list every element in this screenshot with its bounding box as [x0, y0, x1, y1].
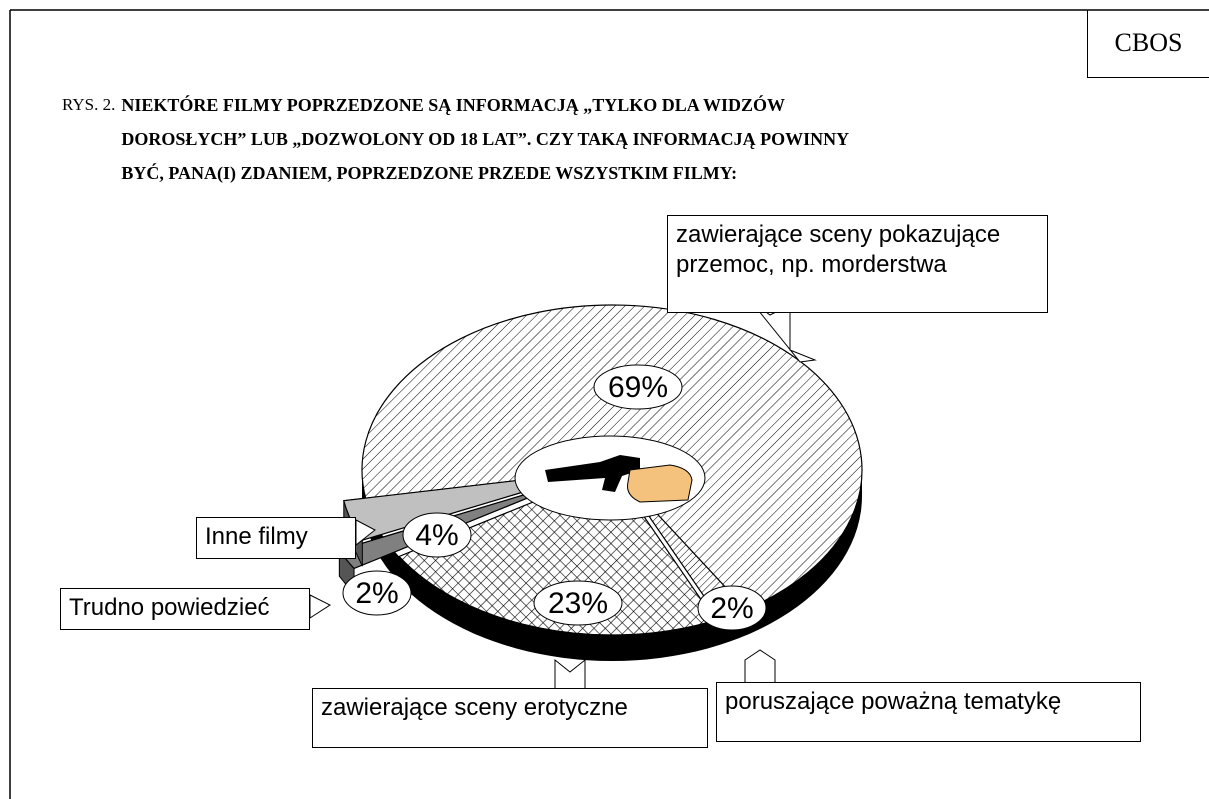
figure-label: RYS. 2.	[62, 88, 115, 190]
category-label: poruszające poważną tematykę	[716, 682, 1141, 742]
arrow	[310, 595, 330, 618]
category-label: zawierające sceny erotyczne	[312, 688, 708, 748]
arrow	[555, 660, 585, 690]
title-block: RYS. 2. NIEKTÓRE FILMY POPRZEDZONE SĄ IN…	[62, 88, 861, 190]
page: 69% 2% 23% 2% 4% CBOS RYS. 2. NIEKTÓRE FILMY…	[0, 0, 1209, 799]
value-label: 2%	[355, 577, 398, 610]
category-label: Inne filmy	[196, 517, 356, 559]
chart-title: NIEKTÓRE FILMY POPRZEDZONE SĄ INFORMACJĄ…	[121, 88, 861, 190]
value-label: 2%	[710, 592, 753, 625]
category-label: Trudno powiedzieć	[60, 588, 310, 630]
arrow	[745, 650, 775, 685]
source: CBOS	[1087, 10, 1209, 78]
value-label: 4%	[415, 519, 458, 552]
value-label: 69%	[608, 371, 668, 404]
category-label: zawierające sceny pokazujące przemoc, np…	[667, 215, 1048, 313]
value-label: 23%	[548, 587, 608, 620]
